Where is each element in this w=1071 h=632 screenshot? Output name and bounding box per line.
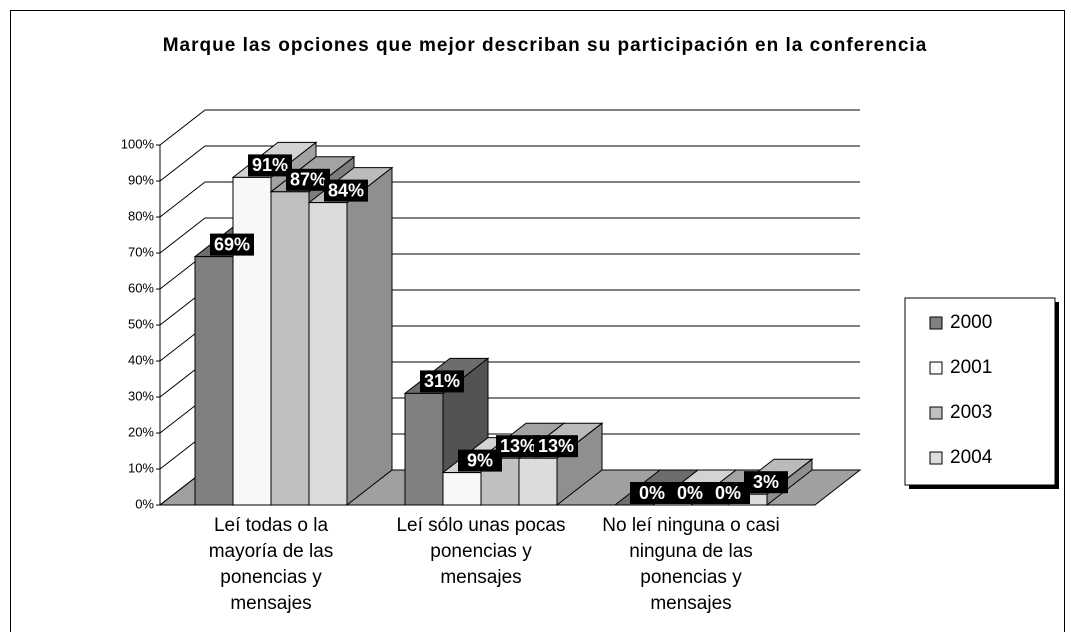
y-tick-label: 60%: [128, 280, 154, 295]
value-label: 0%: [715, 483, 741, 503]
x-tick-label: Leí todas o la mayoría de las ponencias …: [208, 515, 334, 614]
y-tick-label: 90%: [128, 172, 154, 187]
value-label: 31%: [424, 371, 460, 391]
bar-side: [346, 166, 393, 507]
value-label-box: [248, 154, 292, 177]
bar: [518, 457, 558, 506]
y-tick-label: 20%: [128, 424, 154, 439]
y-tick-label: 30%: [128, 388, 154, 403]
value-label-box: [534, 435, 578, 458]
y-tick-label: 0%: [135, 496, 154, 511]
value-label-box: [286, 168, 330, 191]
value-label: 9%: [467, 450, 493, 470]
value-label-box: [706, 482, 750, 504]
y-tick-label: 80%: [128, 208, 154, 223]
value-label: 13%: [500, 436, 536, 456]
legend-swatch: [929, 361, 943, 375]
bar: [194, 256, 234, 506]
value-label-box: [668, 482, 712, 504]
value-label-box: [744, 471, 788, 494]
value-label: 0%: [639, 483, 665, 503]
legend-swatch: [929, 451, 943, 465]
chart-border: [10, 10, 1065, 632]
value-label: 87%: [290, 170, 326, 190]
y-tick-label: 40%: [128, 352, 154, 367]
legend-label: 2001: [950, 357, 992, 378]
value-label: 0%: [677, 483, 703, 503]
x-tick-label: No leí ninguna o casi ninguna de las pon…: [602, 515, 780, 614]
side-wall-line: [159, 145, 206, 182]
bar: [442, 472, 482, 506]
bar: [308, 202, 348, 506]
value-label-box: [420, 370, 464, 393]
x-tick-label: Leí sólo unas pocas ponencias y mensajes: [396, 515, 566, 588]
legend-swatch: [929, 316, 943, 330]
y-tick-label: 70%: [128, 244, 154, 259]
bar: [232, 176, 272, 506]
side-wall-line: [159, 181, 206, 218]
value-label: 69%: [214, 234, 250, 254]
value-label: 91%: [252, 155, 288, 175]
value-label-box: [458, 449, 502, 472]
value-label-box: [630, 482, 674, 504]
chart-title: Marque las opciones que mejor describan …: [162, 35, 928, 56]
value-label-box: [496, 435, 540, 458]
side-wall-line: [159, 217, 206, 254]
value-label-box: [324, 179, 368, 202]
y-tick-label: 100%: [121, 136, 155, 151]
value-label: 84%: [328, 180, 364, 200]
value-label: 3%: [753, 472, 779, 492]
bar: [270, 191, 310, 506]
legend-label: 2003: [950, 402, 992, 423]
side-wall-line: [159, 109, 206, 146]
bar: [404, 392, 444, 506]
value-label: 13%: [538, 436, 574, 456]
legend-label: 2004: [950, 447, 993, 468]
legend-label: 2000: [950, 312, 992, 333]
legend-swatch: [929, 406, 943, 420]
y-tick-label: 50%: [128, 316, 154, 331]
value-label-box: [210, 233, 254, 256]
y-tick-label: 10%: [128, 460, 154, 475]
